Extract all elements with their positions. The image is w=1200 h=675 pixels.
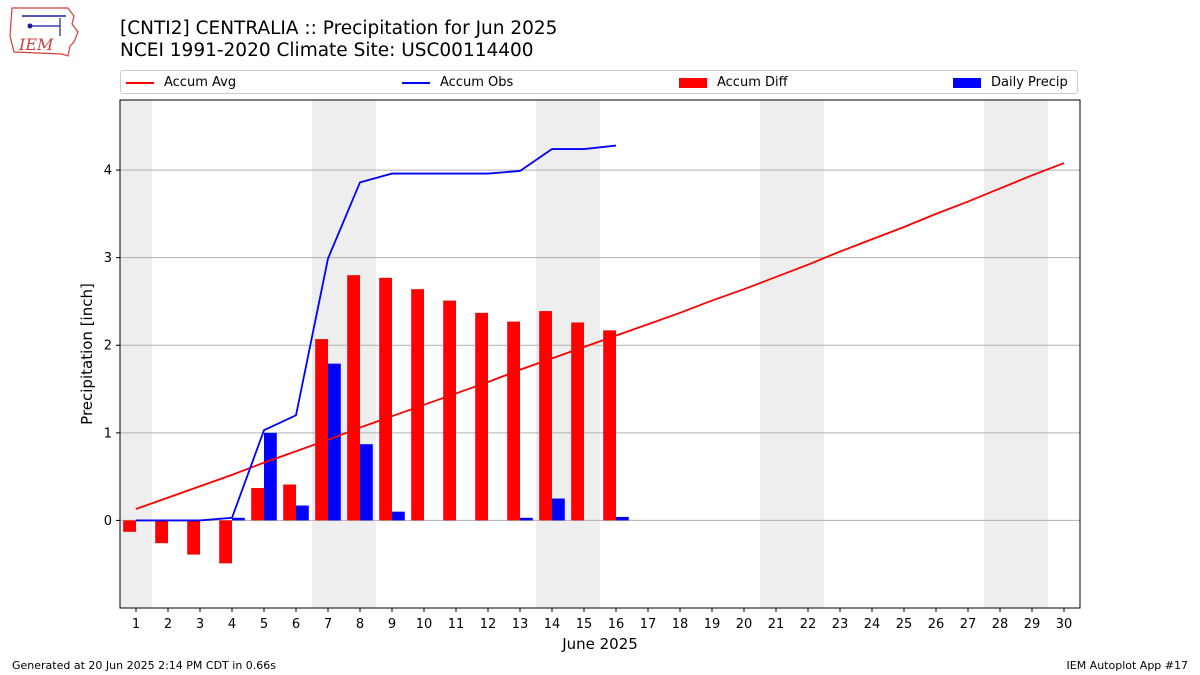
weekend-shade: [760, 100, 792, 608]
accum-diff-bar: [155, 520, 168, 544]
x-tick-label: 8: [356, 617, 364, 632]
accum-diff-bar: [347, 275, 360, 521]
accum-diff-bar: [219, 520, 232, 564]
iowa-outline: [9, 7, 79, 57]
legend: Accum Avg Accum Obs Accum Diff Daily Pre…: [120, 70, 1078, 94]
gridlines: [120, 169, 1080, 521]
x-tick-label: 2: [164, 617, 172, 632]
x-tick-label: 15: [576, 617, 593, 632]
legend-label: Accum Obs: [440, 75, 514, 90]
legend-label: Accum Avg: [164, 75, 237, 90]
x-tick-label: 5: [260, 617, 268, 632]
x-tick-label: 11: [448, 617, 465, 632]
x-tick-label: 24: [864, 617, 881, 632]
x-tick-label: 4: [228, 617, 236, 632]
accum-diff-bar: [187, 520, 200, 555]
legend-label: Daily Precip: [991, 75, 1068, 90]
logo-text: IEM: [18, 35, 54, 54]
daily-precip-bar: [392, 511, 405, 521]
accum-diff-bar: [123, 520, 136, 532]
x-tick-label: 16: [608, 617, 625, 632]
y-tick-label: 0: [104, 514, 112, 529]
daily-precip-bar: [360, 444, 373, 521]
accum-diff-bar: [507, 321, 520, 521]
daily-precip-bar: [520, 517, 533, 521]
legend-swatch: [126, 81, 154, 84]
legend-swatch: [402, 81, 430, 84]
x-tick-label: 27: [960, 617, 977, 632]
y-tick-label: 3: [104, 251, 112, 266]
y-axis-label: Precipitation [inch]: [78, 283, 96, 425]
footer-generated: Generated at 20 Jun 2025 2:14 PM CDT in …: [12, 659, 277, 672]
y-tick-label: 1: [104, 426, 112, 441]
accum-diff-bar: [411, 289, 424, 521]
accum-diff-bar: [251, 488, 264, 521]
accum-diff-bar: [443, 300, 456, 521]
x-tick-label: 3: [196, 617, 204, 632]
x-tick-label: 13: [512, 617, 529, 632]
x-tick-label: 9: [388, 617, 396, 632]
x-tick-label: 20: [736, 617, 753, 632]
accum-diff-bar: [539, 311, 552, 521]
accum-diff-bar: [379, 277, 392, 521]
accum-diff-bar: [475, 312, 488, 521]
x-tick-label: 22: [800, 617, 817, 632]
x-tick-label: 17: [640, 617, 657, 632]
legend-swatch: [679, 77, 707, 88]
x-tick-label: 28: [992, 617, 1009, 632]
plot-frame: [119, 99, 1081, 609]
lines: [135, 144, 1065, 522]
daily-precip-bar: [232, 517, 245, 521]
weekend-shade: [1016, 100, 1048, 608]
daily-precip-bar: [264, 432, 277, 521]
legend-item-accum-obs: Accum Obs: [402, 74, 513, 92]
daily-precip-bar: [616, 516, 629, 521]
x-tick-label: 7: [324, 617, 332, 632]
accum-diff-bar: [315, 339, 328, 521]
legend-item-daily-precip: Daily Precip: [953, 74, 1068, 92]
x-tick-label: 14: [544, 617, 561, 632]
x-tick-label: 26: [928, 617, 945, 632]
x-tick-label: 30: [1056, 617, 1073, 632]
iem-logo: IEM: [9, 7, 79, 57]
y-tick-label: 4: [104, 164, 112, 179]
accum-obs-line: [136, 144, 617, 522]
y-tick-label: 2: [104, 339, 112, 354]
x-tick-label: 29: [1024, 617, 1041, 632]
x-axis-label: June 2025: [561, 635, 638, 653]
accum-diff-bar: [571, 322, 584, 521]
daily-precip-bar: [328, 363, 341, 521]
x-tick-label: 10: [416, 617, 433, 632]
x-tick-label: 12: [480, 617, 497, 632]
legend-label: Accum Diff: [717, 75, 788, 90]
footer-app: IEM Autoplot App #17: [1066, 659, 1189, 672]
accum-diff-bar: [283, 484, 296, 521]
accum-diff-bar: [603, 330, 616, 521]
x-tick-label: 1: [132, 617, 140, 632]
daily-precip-bar: [296, 505, 309, 521]
legend-item-accum-avg: Accum Avg: [126, 74, 236, 92]
x-tick-label: 25: [896, 617, 913, 632]
daily-precip-bar: [552, 498, 565, 521]
title-line2: NCEI 1991-2020 Climate Site: USC00114400: [120, 40, 534, 61]
accum-avg-line: [135, 162, 1065, 510]
weekend-shade: [984, 100, 1016, 608]
title-line1: [CNTI2] CENTRALIA :: Precipitation for J…: [120, 18, 558, 39]
x-tick-label: 21: [768, 617, 785, 632]
chart-title: [CNTI2] CENTRALIA :: Precipitation for J…: [120, 18, 557, 62]
x-tick-label: 23: [832, 617, 849, 632]
x-tick-label: 18: [672, 617, 689, 632]
legend-item-accum-diff: Accum Diff: [679, 74, 788, 92]
x-tick-label: 19: [704, 617, 721, 632]
weekend-shade: [792, 100, 824, 608]
legend-swatch: [953, 77, 981, 88]
x-tick-label: 6: [292, 617, 300, 632]
